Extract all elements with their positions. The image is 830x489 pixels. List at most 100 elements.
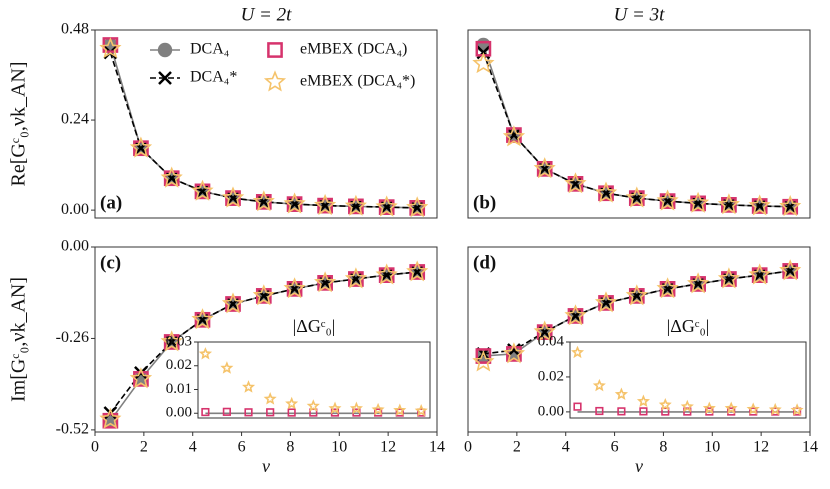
marker-star <box>221 292 245 314</box>
marker-star <box>306 399 320 412</box>
y-tick-label: 0.02 <box>538 368 564 384</box>
marker-star <box>748 263 771 285</box>
marker-star <box>790 403 804 416</box>
marker-star <box>283 192 306 214</box>
marker-square <box>395 408 404 417</box>
y-tick-label: 0.24 <box>61 111 89 128</box>
y-tick-label: -0.52 <box>56 421 89 438</box>
panel-title: U = 3t <box>614 4 666 25</box>
legend-label: DCA₄* <box>190 69 237 86</box>
marker-square <box>771 407 780 416</box>
marker-star <box>344 194 367 216</box>
panel-label: (b) <box>473 192 496 213</box>
x-tick-label: 4 <box>189 439 197 456</box>
marker-star <box>283 277 306 299</box>
x-tick-label: 8 <box>286 439 294 456</box>
marker-star <box>717 193 740 215</box>
axes-frame <box>197 341 431 419</box>
inset-title: |ΔGᶜ₀| <box>293 316 336 336</box>
axes-frame <box>94 29 438 219</box>
marker-star <box>344 267 367 289</box>
marker-star <box>687 191 710 213</box>
y-tick-label: 0.04 <box>538 333 565 349</box>
marker-star <box>328 401 342 415</box>
marker-star <box>406 196 429 218</box>
marker-star <box>625 284 648 306</box>
marker-star <box>198 347 213 360</box>
marker-star <box>99 407 122 429</box>
legend-label: DCA₄ <box>190 41 230 58</box>
marker-square <box>201 407 210 417</box>
marker-star <box>191 308 214 330</box>
y-axis-label: Re[Gᶜ₀,νk_AN] <box>8 62 30 187</box>
marker-star <box>502 125 526 147</box>
y-tick-label: 0.03 <box>166 333 192 349</box>
marker-star <box>375 263 398 285</box>
x-tick-label: 6 <box>611 439 619 456</box>
x-tick-label: 14 <box>429 439 445 456</box>
marker-star <box>252 284 275 306</box>
inset-title: |ΔGᶜ₀| <box>667 316 710 336</box>
legend-label: eMBEX (DCA₄*) <box>300 73 415 90</box>
y-tick-label: 0.48 <box>61 21 89 38</box>
x-tick-label: 2 <box>140 439 148 456</box>
marker-star <box>160 330 183 352</box>
marker-star <box>263 392 277 405</box>
marker-star <box>191 179 214 201</box>
series-line <box>482 52 791 208</box>
marker-star <box>594 181 618 203</box>
marker-star <box>375 195 398 217</box>
marker-star <box>242 380 256 393</box>
marker-star <box>533 157 556 179</box>
y-tick-label: 0.02 <box>166 357 192 373</box>
marker-star <box>314 193 337 216</box>
marker-star <box>636 394 650 407</box>
marker-star <box>406 260 429 282</box>
x-tick-label: 0 <box>91 439 99 456</box>
marker-square <box>222 407 231 416</box>
marker-star <box>349 401 363 415</box>
marker-star <box>702 401 716 414</box>
y-axis-label: Im[Gᶜ₀,νk_AN] <box>8 277 30 402</box>
marker-square <box>475 348 492 364</box>
marker-star <box>472 52 495 74</box>
marker-star <box>724 401 738 414</box>
marker-star <box>564 172 587 194</box>
marker-star <box>472 350 495 372</box>
marker-star <box>746 402 760 415</box>
panel-label: (d) <box>473 252 496 273</box>
marker-star <box>748 194 771 216</box>
marker-star <box>656 189 679 211</box>
x-tick-label: 10 <box>331 439 347 456</box>
marker-star <box>571 345 585 359</box>
marker-square <box>244 408 253 417</box>
marker-star <box>779 195 802 217</box>
marker-star <box>99 37 122 59</box>
marker-star <box>285 396 299 410</box>
marker-star <box>129 136 153 158</box>
marker-square <box>749 407 758 416</box>
marker-square <box>639 407 648 416</box>
marker-star <box>658 398 672 411</box>
marker-star <box>371 402 385 416</box>
marker-star <box>252 190 275 212</box>
x-tick-label: 12 <box>753 439 769 456</box>
marker-star <box>656 277 679 299</box>
x-tick-label: 0 <box>464 439 472 456</box>
marker-square <box>287 408 296 417</box>
y-tick-label: 0.00 <box>538 403 564 419</box>
marker-circle <box>476 37 491 53</box>
marker-star <box>594 291 618 313</box>
y-tick-label: 0.01 <box>166 381 192 397</box>
marker-square <box>792 407 802 416</box>
legend-marker <box>267 42 283 58</box>
y-tick-label: 0.00 <box>166 405 192 421</box>
marker-square <box>617 407 626 416</box>
marker-star <box>687 272 710 294</box>
marker-square <box>417 408 426 417</box>
y-tick-label: 0.00 <box>61 238 89 255</box>
marker-star <box>768 402 782 416</box>
x-axis-label: ν <box>635 456 643 476</box>
marker-star <box>614 387 629 400</box>
